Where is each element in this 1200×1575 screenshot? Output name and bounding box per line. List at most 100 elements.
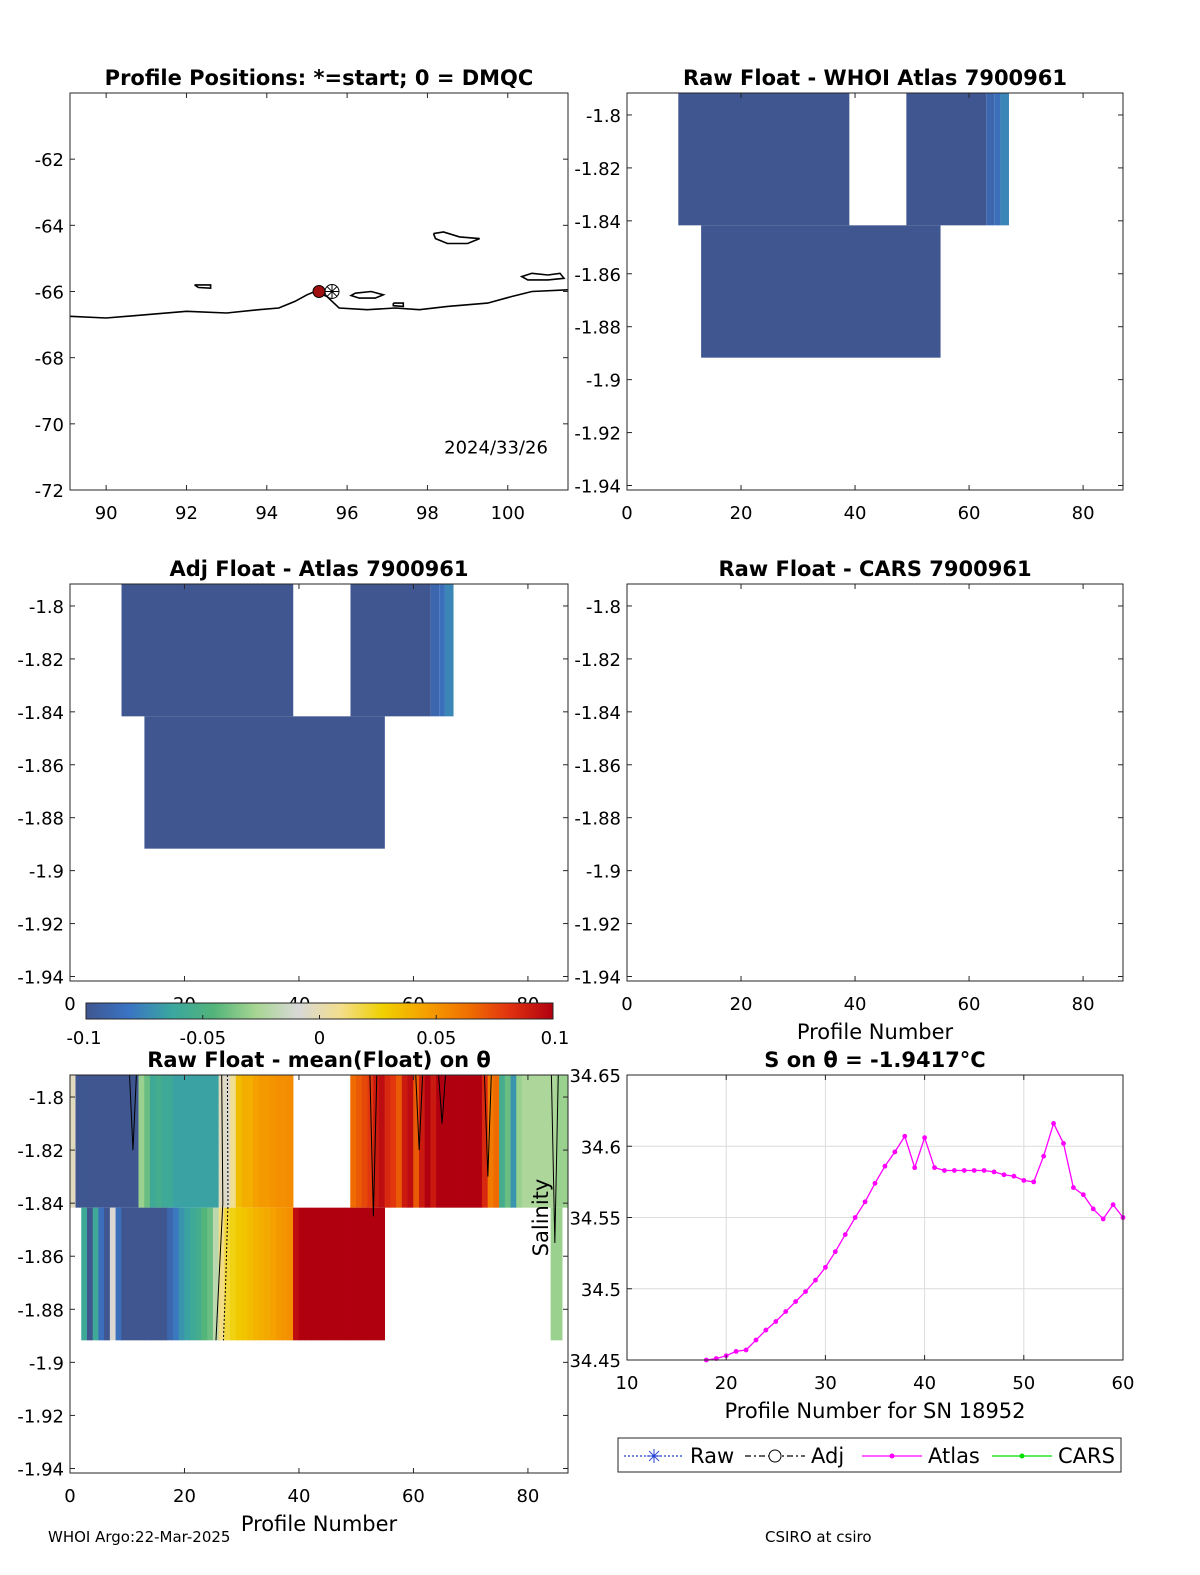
raw-mean-cell-upper bbox=[81, 1075, 88, 1208]
raw-mean-cell-lower bbox=[86, 1207, 94, 1341]
atlas-data-point bbox=[1071, 1185, 1076, 1190]
positions-xtick-label: 96 bbox=[336, 503, 359, 524]
legend-marker-dot bbox=[889, 1453, 895, 1459]
raw-mean-cell-upper bbox=[235, 1075, 242, 1208]
raw-mean-xtick-label: 80 bbox=[516, 1486, 539, 1507]
positions-ytick-label: -68 bbox=[35, 349, 64, 370]
raw-mean-cell-upper bbox=[252, 1075, 260, 1208]
raw-mean-cell-lower bbox=[207, 1207, 214, 1341]
raw_cars-ytick-label: -1.84 bbox=[574, 703, 621, 724]
raw-mean-cell-upper bbox=[367, 1075, 374, 1208]
raw-mean-ytick-label: -1.82 bbox=[17, 1141, 64, 1162]
colorbar-tick-label: 0.1 bbox=[541, 1028, 570, 1049]
colorbar-tick-label: 0.05 bbox=[416, 1028, 456, 1049]
raw-mean-cell-upper bbox=[184, 1075, 191, 1208]
raw-mean-cell-upper bbox=[350, 1075, 357, 1208]
atlas-data-point bbox=[1041, 1153, 1047, 1159]
raw_atlas-xtick-label: 0 bbox=[621, 503, 632, 524]
atlas-data-point bbox=[991, 1169, 997, 1175]
adj_atlas-heatmap-cell bbox=[350, 584, 431, 717]
atlas-data-point bbox=[743, 1347, 749, 1353]
raw-mean-cell-upper bbox=[230, 1075, 237, 1208]
raw-mean-cell-upper bbox=[161, 1075, 168, 1208]
raw-mean-ytick-label: -1.84 bbox=[17, 1194, 64, 1215]
raw-mean-ytick-label: -1.86 bbox=[17, 1247, 64, 1268]
raw-mean-cell-lower bbox=[167, 1207, 174, 1341]
raw-mean-cell-upper bbox=[264, 1075, 271, 1208]
raw-atlas-panel: Raw Float - WHOI Atlas 7900961 0 20 40 60 80 -… bbox=[574, 66, 1124, 524]
raw-mean-cell-lower bbox=[121, 1207, 128, 1341]
positions-ytick-label: -66 bbox=[35, 283, 64, 304]
adj_atlas-ytick-label: -1.9 bbox=[29, 862, 64, 883]
atlas-data-point bbox=[961, 1168, 967, 1173]
dashed-contour-line bbox=[222, 1074, 229, 1341]
raw-mean-cell-upper bbox=[539, 1075, 546, 1208]
salinity-xtick-label: 50 bbox=[1012, 1373, 1035, 1394]
salinity-title: S on θ = -1.9417°C bbox=[764, 1048, 985, 1072]
raw-mean-cell-upper bbox=[562, 1075, 569, 1208]
raw_cars-ytick-label: -1.82 bbox=[574, 650, 621, 671]
raw-mean-cell-upper bbox=[533, 1075, 540, 1208]
raw-mean-cell-lower bbox=[556, 1207, 563, 1341]
raw-mean-cell-upper bbox=[138, 1075, 145, 1208]
atlas-data-point bbox=[813, 1277, 818, 1283]
footer-right: CSIRO at csiro bbox=[765, 1528, 872, 1546]
raw-mean-cell-upper bbox=[447, 1075, 454, 1208]
adj_atlas-heatmap-cell bbox=[439, 584, 445, 717]
legend: Raw Adj Atlas CARS bbox=[617, 1437, 1122, 1473]
raw-mean-cell-upper bbox=[224, 1075, 231, 1208]
raw-mean-cell-upper bbox=[476, 1075, 483, 1208]
zero-contour-line bbox=[215, 1074, 224, 1341]
raw-mean-cell-lower bbox=[304, 1207, 311, 1341]
raw-mean-cell-lower bbox=[230, 1207, 237, 1341]
legend-box bbox=[617, 1437, 1122, 1473]
raw-mean-cell-lower bbox=[321, 1207, 328, 1341]
raw_atlas-heatmap-cell bbox=[701, 225, 941, 358]
atlas-data-point bbox=[1011, 1173, 1017, 1179]
atlas-data-point bbox=[892, 1149, 898, 1155]
positions-xtick-label: 98 bbox=[416, 503, 439, 524]
raw_cars-xtick-label: 80 bbox=[1072, 994, 1095, 1015]
raw-mean-cell-lower bbox=[293, 1207, 300, 1341]
atlas-data-point bbox=[1100, 1216, 1106, 1222]
raw-mean-cell-upper bbox=[241, 1075, 248, 1208]
island-contour bbox=[519, 272, 566, 281]
legend-label-adj: Adj bbox=[811, 1444, 844, 1468]
raw-mean-cell-lower bbox=[270, 1207, 277, 1341]
raw-mean-cell-upper bbox=[201, 1075, 208, 1208]
raw-mean-cell-upper bbox=[556, 1075, 563, 1208]
raw-mean-cell-upper bbox=[459, 1075, 466, 1208]
raw_atlas-title: Raw Float - WHOI Atlas 7900961 bbox=[683, 66, 1067, 90]
raw-mean-cell-upper bbox=[464, 1075, 471, 1208]
raw-mean-cell-lower bbox=[212, 1207, 220, 1341]
raw-mean-cell-upper bbox=[407, 1075, 414, 1208]
raw-mean-cell-upper bbox=[470, 1075, 477, 1208]
raw_cars-ytick-label: -1.92 bbox=[574, 915, 621, 936]
raw-mean-cell-upper bbox=[98, 1075, 105, 1208]
raw-mean-cell-lower bbox=[356, 1207, 363, 1341]
raw-mean-cell-upper bbox=[481, 1075, 489, 1208]
raw-mean-cell-lower bbox=[178, 1207, 185, 1341]
raw-mean-cell-lower bbox=[218, 1207, 225, 1341]
atlas-data-point bbox=[793, 1299, 799, 1304]
positions-ytick-label: -62 bbox=[35, 150, 64, 171]
colorbar-tick-label: -0.05 bbox=[179, 1028, 226, 1049]
raw-mean-cell-lower bbox=[184, 1207, 191, 1341]
raw-mean-cell-lower bbox=[235, 1207, 242, 1341]
raw-mean-title: Raw Float - mean(Float) on θ bbox=[147, 1048, 491, 1072]
atlas-data-point bbox=[852, 1215, 858, 1220]
raw_cars-title: Raw Float - CARS 7900961 bbox=[718, 557, 1031, 581]
raw_cars-ytick-label: -1.86 bbox=[574, 756, 621, 777]
raw-mean-cell-upper bbox=[413, 1075, 420, 1208]
raw-mean-cell-upper bbox=[275, 1075, 282, 1208]
colorbar-tick-label: 0 bbox=[314, 1028, 325, 1049]
raw-mean-cell-lower bbox=[247, 1207, 254, 1341]
raw-cars-panel: Raw Float - CARS 7900961 0 20 40 60 80 -1.8 -1.… bbox=[574, 557, 1124, 1044]
raw-mean-cell-upper bbox=[247, 1075, 254, 1208]
contour-spike bbox=[369, 1074, 378, 1217]
salinity-ytick-label: 34.5 bbox=[581, 1280, 621, 1301]
raw-mean-cell-lower bbox=[344, 1207, 351, 1341]
atlas-data-point bbox=[1110, 1202, 1116, 1208]
raw-mean-ytick-label: -1.94 bbox=[17, 1459, 64, 1480]
adj_atlas-ytick-label: -1.82 bbox=[17, 650, 64, 671]
